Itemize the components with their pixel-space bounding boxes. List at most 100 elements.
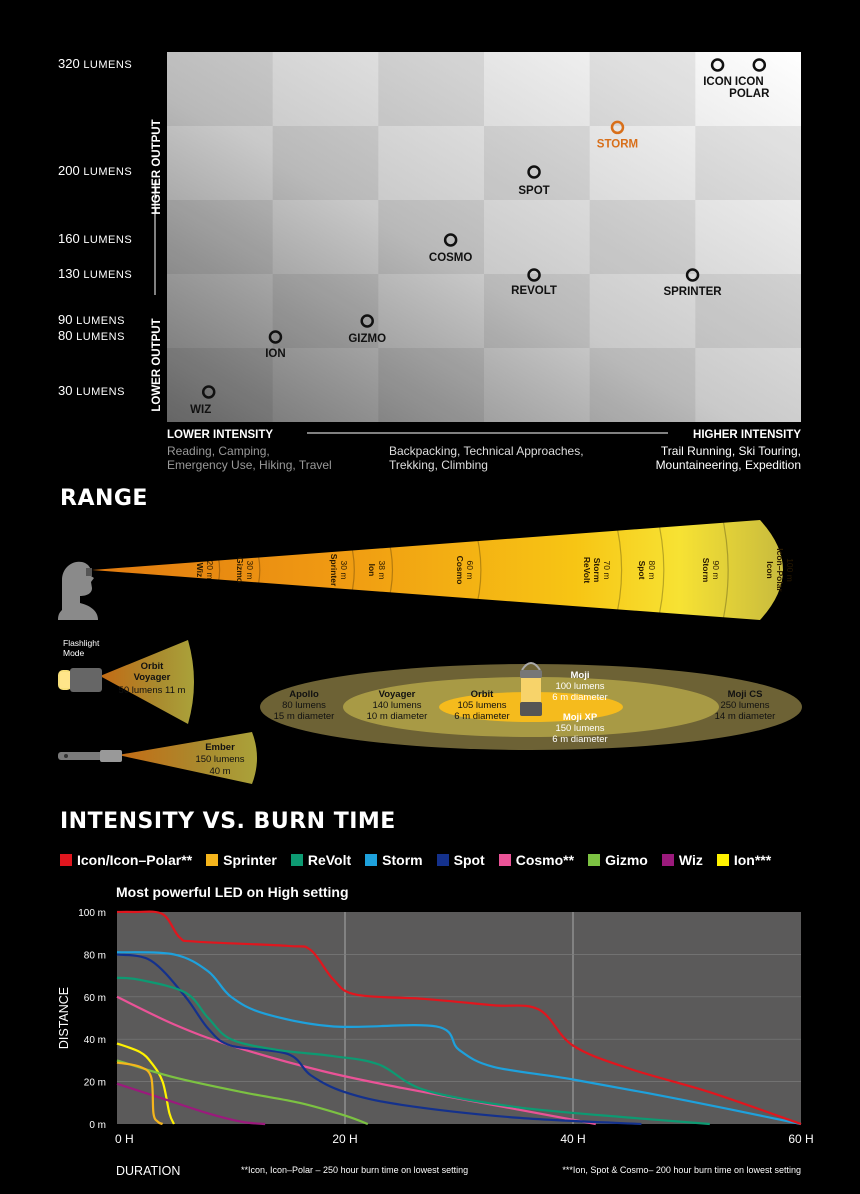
scatter-label: SPOT — [518, 185, 549, 197]
y-tick-label: 320 LUMENS — [58, 56, 132, 71]
legend-item: Icon/Icon–Polar** — [60, 852, 192, 868]
activity-low-line1: Reading, Camping, — [167, 444, 270, 458]
beam-band-edge — [613, 514, 623, 626]
beam-name: Icon — [765, 561, 775, 578]
flash-ember-spec-2: 40 m — [209, 766, 230, 777]
beam-name: Spot — [637, 561, 647, 580]
grid-cell — [167, 52, 273, 126]
beam-band-edge — [213, 542, 221, 598]
scatter-point-revolt — [527, 268, 541, 282]
beam-distance: 70 m — [602, 561, 612, 580]
legend-label: ReVolt — [307, 852, 352, 868]
activity-mid-line2: Trekking, Climbing — [389, 458, 488, 472]
beam-distance: 20 m — [205, 561, 215, 580]
beam-name: Wiz — [195, 563, 205, 578]
activity-mid: Backpacking, Technical Approaches, Trekk… — [389, 444, 584, 472]
burn-line-storm — [116, 951, 802, 1126]
flashlight-icon — [58, 750, 122, 762]
legend-label: Icon/Icon–Polar** — [77, 852, 193, 868]
lantern-spec: 10 m diameter — [367, 711, 428, 722]
range-diagram: Wiz 20 m Gizmo 30 m Sprinter 30 m Ion 38 m Cosmo… — [58, 510, 807, 784]
x-high-label: HIGHER INTENSITY — [693, 429, 801, 441]
scatter-point-icon — [710, 58, 725, 72]
range-title: RANGE — [60, 486, 148, 511]
burn-line-revolt — [116, 976, 710, 1126]
grid-cells — [167, 52, 801, 422]
legend-item: Wiz — [661, 852, 703, 868]
burn-plot-area — [117, 912, 801, 1124]
y-tick-label: 130 LUMENS — [58, 266, 132, 281]
beam-name: Cosmo — [455, 556, 465, 585]
beam-distance: 80 m — [647, 561, 657, 580]
y-tick-value: 160 — [58, 231, 84, 246]
scatter-point-wiz — [201, 385, 216, 399]
scatter-label-line2: POLAR — [729, 88, 770, 100]
legend-label: Wiz — [678, 852, 703, 868]
plot-background — [167, 52, 801, 422]
flash-orbit-spec: 50 lumens 11 m — [119, 685, 186, 696]
orbit-voyager-beam — [100, 640, 194, 724]
legend-swatch — [60, 854, 72, 866]
activity-high-line1: Trail Running, Ski Touring, — [660, 444, 801, 458]
scatter-point-cosmo — [443, 233, 458, 247]
lantern-spec: 105 lumens — [457, 700, 506, 711]
lantern-spec: 15 m diameter — [274, 711, 335, 722]
legend-label: Cosmo** — [515, 852, 575, 868]
lantern-name: Voyager — [379, 689, 416, 700]
beam-name: Storm — [701, 558, 711, 583]
legend-swatch — [588, 854, 601, 866]
scatter-point-sprinter — [685, 268, 700, 282]
burn-xtick: 20 H — [332, 1132, 357, 1146]
flashlight-mode-label-1: Flashlight — [63, 638, 100, 648]
burn-legend: Icon/Icon–Polar** Sprinter ReVolt Storm Spot… — [60, 852, 820, 868]
scatter-point-storm — [610, 120, 625, 135]
flash-ember-spec-1: 150 lumens — [195, 754, 244, 765]
legend-swatch — [365, 854, 378, 866]
activity-high-line2: Mountaineering, Expedition — [655, 458, 801, 472]
legend-label: Ion*** — [733, 852, 772, 868]
lantern-spec: 100 lumens — [555, 681, 604, 692]
grid-cell — [589, 52, 696, 126]
beam-band-edge — [655, 511, 665, 629]
lantern-name: Moji CS — [728, 689, 763, 700]
beam-band-edge — [253, 540, 261, 600]
grid-cell — [484, 126, 590, 200]
y-tick-unit: LUMENS — [83, 59, 133, 71]
scatter-label: COSMO — [429, 252, 473, 264]
burn-ytick: 20 m — [84, 1078, 106, 1089]
y-high-label: HIGHER OUTPUT — [151, 119, 163, 214]
grid-cell — [167, 200, 273, 274]
legend-label: Spot — [453, 852, 485, 868]
lantern-name: Apollo — [289, 689, 319, 700]
scatter-label: WIZ — [190, 404, 211, 416]
beam-band-edge — [347, 533, 355, 607]
y-tick-unit: LUMENS — [76, 315, 125, 327]
lantern-small-icon — [58, 668, 102, 692]
scatter-point-ion — [268, 330, 283, 344]
y-tick-value: 200 — [58, 163, 84, 178]
flash-ember-name: Ember — [205, 742, 235, 753]
beam-name: Icon–Polar — [775, 548, 785, 592]
beam-name: Ion — [367, 564, 377, 577]
lantern-spec: 6 m diameter — [552, 734, 607, 745]
legend-label: Gizmo — [605, 852, 648, 868]
beam-distance: 30 m — [339, 561, 349, 580]
lantern-spec: 140 lumens — [372, 700, 421, 711]
burn-ytick: 40 m — [84, 1035, 106, 1046]
burn-xtick: 40 H — [560, 1132, 585, 1146]
scatter-point-spot — [527, 165, 541, 179]
person-head-icon — [58, 561, 98, 620]
beam-cone — [92, 520, 783, 620]
legend-item: ReVolt — [290, 852, 352, 868]
activity-low-line2: Emergency Use, Hiking, Travel — [167, 458, 332, 472]
grid-cell — [378, 52, 484, 126]
beam-band-edge — [385, 530, 394, 610]
y-low-label: LOWER OUTPUT — [151, 318, 163, 411]
grid-cell — [695, 126, 801, 200]
scatter-label: REVOLT — [511, 285, 557, 297]
activity-high: Trail Running, Ski Touring, Mountaineeri… — [656, 444, 801, 472]
ember-beam — [118, 732, 257, 784]
lantern-name: Orbit — [471, 689, 495, 700]
y-tick-value: 130 — [58, 266, 84, 281]
